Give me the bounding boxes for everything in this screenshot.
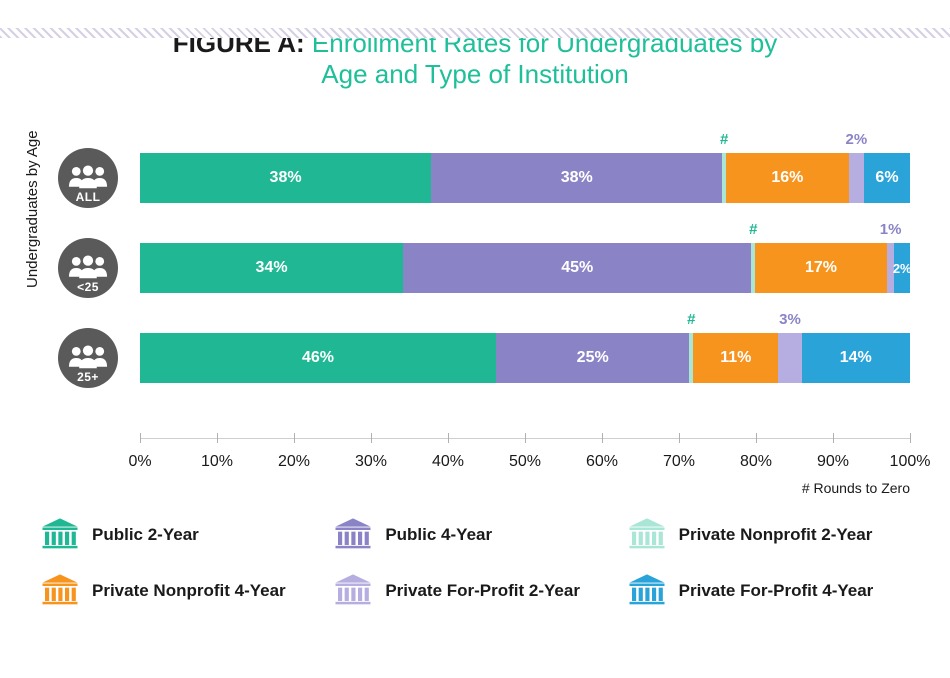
x-tick-label: 10% (201, 453, 233, 471)
x-tick-label: 80% (740, 453, 772, 471)
x-tick-label: 30% (355, 453, 387, 471)
legend-label: Private Nonprofit 4-Year (92, 581, 286, 601)
footnote: # Rounds to Zero (802, 480, 910, 496)
x-tick (525, 433, 526, 443)
segment-label-above: # (749, 221, 757, 238)
x-axis-ticks: 0%10%20%30%40%50%60%70%80%90%100% (140, 438, 910, 448)
bar-segment: 34% (140, 243, 403, 293)
bar-segment: 16% (726, 153, 849, 203)
bar-segment: 3% (778, 333, 801, 383)
bar-segment: 2% (849, 153, 864, 203)
x-tick-label: 100% (890, 453, 931, 471)
segment-label-above: 3% (779, 311, 801, 328)
bar-segment: 2% (894, 243, 909, 293)
segment-label-above: 1% (880, 221, 902, 238)
x-tick-label: 20% (278, 453, 310, 471)
x-tick (217, 433, 218, 443)
legend-label: Public 4-Year (385, 525, 492, 545)
x-tick-label: 50% (509, 453, 541, 471)
x-tick (602, 433, 603, 443)
row-icon: 25+ (58, 328, 118, 388)
x-tick-label: 0% (128, 453, 151, 471)
chart-row: <25 34%45%#17%1%2% (140, 238, 910, 298)
x-tick-label: 70% (663, 453, 695, 471)
chart-row: ALL 38%38%#16%2%6% (140, 148, 910, 208)
legend-item: Public 4-Year (333, 518, 616, 552)
legend-item: Private Nonprofit 4-Year (40, 574, 323, 608)
bar-segment: 6% (864, 153, 910, 203)
bar-segment: 38% (431, 153, 722, 203)
bar-segment: 11% (693, 333, 778, 383)
row-icon: <25 (58, 238, 118, 298)
legend-label: Private For-Profit 4-Year (679, 581, 874, 601)
segment-label-above: 2% (846, 131, 868, 148)
x-tick (756, 433, 757, 443)
legend-item: Private For-Profit 4-Year (627, 574, 910, 608)
bar-segment: 25% (496, 333, 689, 383)
segment-label-above: # (687, 311, 695, 328)
x-tick (679, 433, 680, 443)
bar-segment: 45% (403, 243, 751, 293)
legend-item: Private For-Profit 2-Year (333, 574, 616, 608)
segment-label-above: # (720, 131, 728, 148)
row-icon: ALL (58, 148, 118, 208)
legend-item: Private Nonprofit 2-Year (627, 518, 910, 552)
x-axis: 0%10%20%30%40%50%60%70%80%90%100% (140, 438, 910, 478)
bar-segment: 38% (140, 153, 431, 203)
title-line2: Age and Type of Institution (321, 59, 628, 89)
bar-segment: 17% (755, 243, 887, 293)
header-hatch (0, 28, 950, 38)
x-tick (910, 433, 911, 443)
chart-area: ALL 38%38%#16%2%6% <25 34%45%#17%1%2% 25… (140, 148, 910, 438)
x-tick (448, 433, 449, 443)
legend: Public 2-Year Public 4-Year Private Nonp… (40, 518, 910, 608)
legend-item: Public 2-Year (40, 518, 323, 552)
x-tick (833, 433, 834, 443)
x-tick (140, 433, 141, 443)
legend-label: Public 2-Year (92, 525, 199, 545)
stacked-bar: 34%45%#17%1%2% (140, 243, 910, 293)
x-tick (371, 433, 372, 443)
bar-segment: 14% (802, 333, 910, 383)
legend-label: Private For-Profit 2-Year (385, 581, 580, 601)
chart-row: 25+ 46%25%#11%3%14% (140, 328, 910, 388)
y-axis-label: Undergraduates by Age (24, 130, 41, 288)
bar-segment: 46% (140, 333, 496, 383)
x-tick (294, 433, 295, 443)
stacked-bar: 38%38%#16%2%6% (140, 153, 910, 203)
x-tick-label: 90% (817, 453, 849, 471)
legend-label: Private Nonprofit 2-Year (679, 525, 873, 545)
stacked-bar: 46%25%#11%3%14% (140, 333, 910, 383)
x-tick-label: 60% (586, 453, 618, 471)
x-tick-label: 40% (432, 453, 464, 471)
